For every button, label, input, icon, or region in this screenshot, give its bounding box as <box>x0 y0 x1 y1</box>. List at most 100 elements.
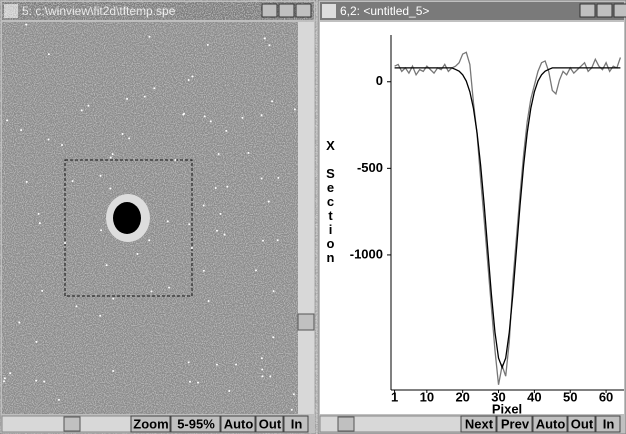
speckle <box>174 159 177 162</box>
speckle <box>99 174 102 177</box>
speckle <box>9 372 12 375</box>
speckle <box>267 200 270 203</box>
speckle <box>71 180 74 183</box>
speckle <box>191 75 194 78</box>
toolbar-button[interactable] <box>255 415 284 433</box>
speckle <box>219 212 222 215</box>
app-icon <box>4 4 18 18</box>
speckle <box>206 43 209 46</box>
speckle <box>263 37 266 40</box>
x-tick-label: 50 <box>563 389 577 404</box>
speckle <box>105 264 108 267</box>
toolbar-button[interactable] <box>283 415 309 433</box>
window-title: 5: c:\winview\fit2d\tftemp.spe <box>22 4 176 18</box>
y-tick-label: -1000 <box>350 246 383 261</box>
toolbar-button[interactable] <box>496 415 533 433</box>
speckle <box>80 109 83 112</box>
speckle <box>75 305 78 308</box>
speckle <box>217 152 220 155</box>
toolbar-button[interactable] <box>460 415 497 433</box>
button-label: Auto <box>536 416 566 431</box>
speckle <box>293 108 296 111</box>
toolbar-button[interactable] <box>532 415 568 433</box>
button-label: In <box>603 416 615 431</box>
title-bar <box>2 2 314 20</box>
speckle <box>100 229 103 232</box>
speckle <box>87 104 90 107</box>
button-label: Next <box>465 416 494 431</box>
speckle <box>112 369 115 372</box>
series-line <box>394 67 621 370</box>
speckle <box>276 239 279 242</box>
x-tick-label: 20 <box>455 389 469 404</box>
speckle <box>260 114 263 117</box>
window-control[interactable] <box>295 3 312 18</box>
scroll-thumb[interactable] <box>337 416 355 432</box>
speckle <box>268 44 271 47</box>
speckle <box>290 408 293 411</box>
speckle <box>260 177 263 180</box>
speckle <box>112 297 115 300</box>
speckle <box>153 87 156 90</box>
x-axis-label: Pixel <box>492 401 522 416</box>
speckle <box>37 212 40 215</box>
speckle <box>57 398 60 401</box>
speckle <box>128 137 131 140</box>
speckle <box>38 222 41 225</box>
speckle <box>241 116 244 119</box>
speckle <box>215 363 218 366</box>
x-tick-label: 10 <box>420 389 434 404</box>
scroll-thumb[interactable] <box>63 416 81 432</box>
window-control[interactable] <box>278 3 295 18</box>
speckle <box>261 368 264 371</box>
toolbar-button[interactable] <box>170 415 221 433</box>
speckle <box>225 129 228 132</box>
speckle <box>60 143 63 146</box>
button-label: Zoom <box>133 416 168 431</box>
window-control[interactable] <box>596 3 613 18</box>
speckle <box>197 381 200 384</box>
speckle <box>226 185 229 188</box>
speckle <box>111 153 114 156</box>
speckle <box>215 229 218 232</box>
speckle <box>136 253 139 256</box>
speckle <box>203 115 206 118</box>
speckle <box>20 129 23 132</box>
speckle <box>209 120 212 123</box>
toolbar-button[interactable] <box>567 415 596 433</box>
speckle <box>207 300 210 303</box>
speckle <box>223 233 226 236</box>
scroll-thumb[interactable] <box>297 313 315 331</box>
window-control[interactable] <box>579 3 596 18</box>
speckle <box>143 95 146 98</box>
window-control[interactable] <box>613 3 626 18</box>
speckle <box>3 377 6 380</box>
toolbar-button[interactable] <box>130 415 171 433</box>
button-label: Auto <box>224 416 254 431</box>
window-title: 6,2: <untitled_5> <box>340 4 429 18</box>
speckle <box>43 380 46 383</box>
v-scrollbar[interactable] <box>298 22 314 414</box>
speckle <box>6 119 9 122</box>
speckle <box>271 100 274 103</box>
speckle <box>168 286 171 289</box>
speckle <box>64 241 67 244</box>
speckle <box>25 23 28 26</box>
speckle <box>247 151 250 154</box>
app-icon <box>322 4 336 18</box>
speckle <box>202 269 205 272</box>
toolbar-button[interactable] <box>595 415 621 433</box>
speckle <box>109 187 112 190</box>
speckle <box>3 380 6 383</box>
speckle <box>260 357 263 360</box>
button-label: In <box>291 416 303 431</box>
toolbar-button[interactable] <box>220 415 256 433</box>
speckle <box>18 321 21 324</box>
x-tick-label: 30 <box>491 389 505 404</box>
window-control[interactable] <box>261 3 278 18</box>
button-label: Prev <box>501 416 530 431</box>
speckle <box>25 180 28 183</box>
speckle <box>35 379 38 382</box>
speckle <box>35 340 38 343</box>
